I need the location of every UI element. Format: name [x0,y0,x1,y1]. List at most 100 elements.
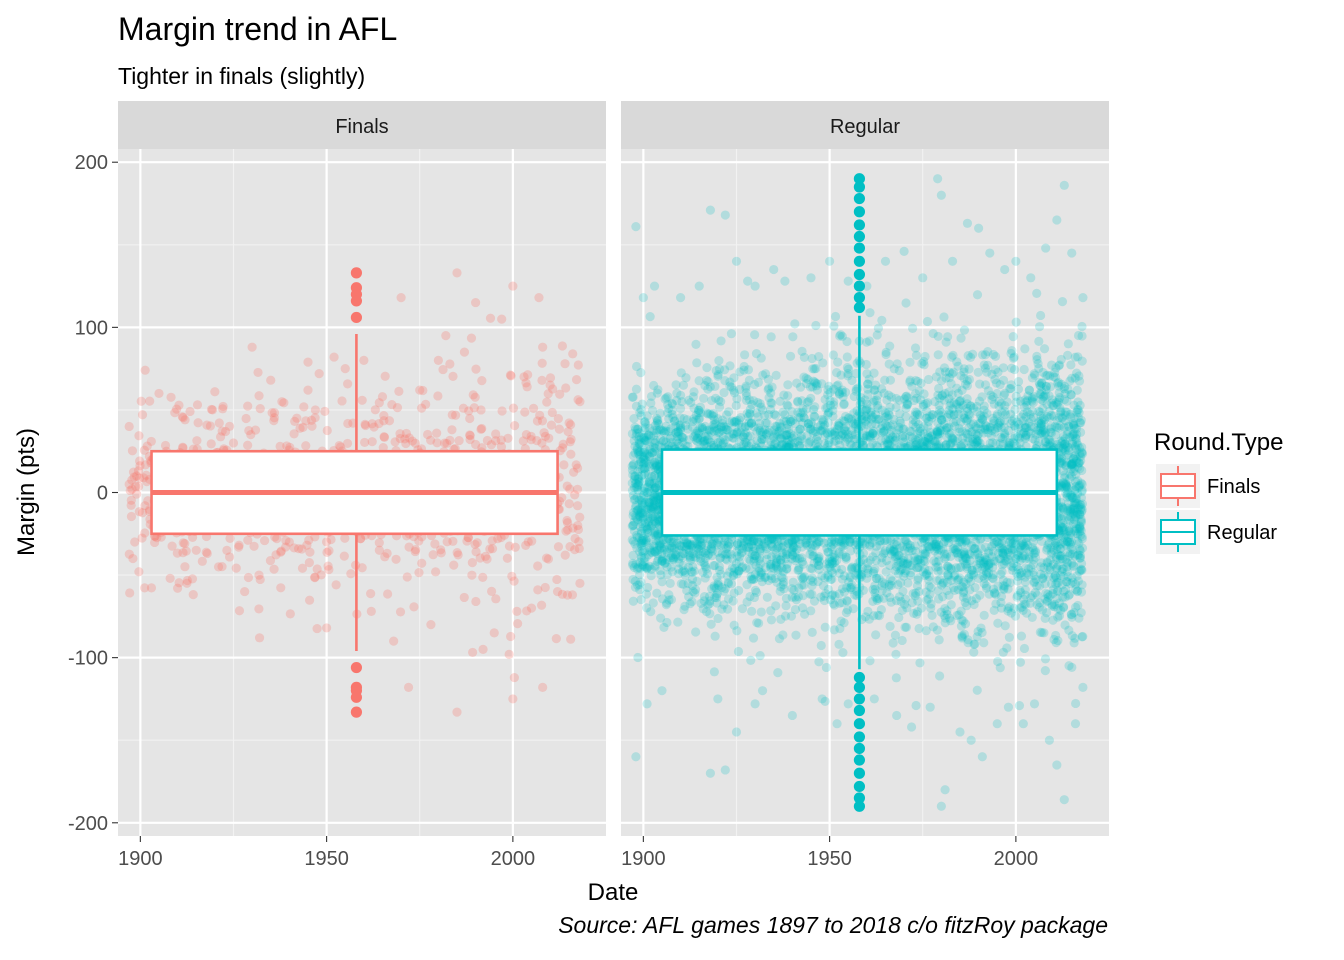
scatter-point [542,397,552,407]
scatter-point [936,801,946,811]
scatter-point [304,535,314,545]
scatter-point [757,686,768,696]
scatter-point [265,555,276,566]
scatter-point [293,544,304,554]
scatter-point [467,558,477,568]
scatter-point [228,438,239,448]
scatter-point [962,218,973,228]
scatter-point [788,332,798,342]
scatter-point [538,682,548,692]
scatter-point [137,410,148,420]
scatter-point [510,542,520,552]
scatter-point [469,403,479,413]
scatter-point [436,548,446,558]
scatter-point [128,467,139,477]
scatter-point [132,489,142,499]
scatter-point [259,535,270,546]
scatter-point [482,435,492,446]
scatter-point [466,333,477,343]
scatter-point [523,370,533,380]
scatter-point [410,546,420,557]
scatter-point [269,564,279,574]
scatter-point [129,472,139,482]
scatter-point [172,404,182,414]
scatter-point [269,416,279,426]
scatter-point [781,601,791,611]
scatter-point [1026,273,1036,283]
scatter-point [137,533,147,543]
y-tick-label: -200 [68,813,108,835]
scatter-point [205,421,215,431]
scatter-point [374,545,384,555]
scatter-point [127,484,137,494]
scatter-point [331,580,341,590]
scatter-point [570,490,580,500]
scatter-point [506,371,516,381]
scatter-point [452,707,462,717]
scatter-point [346,569,356,579]
scatter-point [255,403,265,414]
scatter-point [178,442,188,452]
scatter-point [215,432,226,442]
scatter-point [417,558,427,568]
scatter-point [436,545,446,555]
scatter-point [379,432,389,442]
scatter-point [1040,654,1051,664]
scatter-point [146,436,156,447]
scatter-point [279,398,289,408]
scatter-point [807,353,817,364]
scatter-point [521,540,531,551]
scatter-point [304,558,314,568]
scatter-point [337,396,347,406]
scatter-point [491,429,501,439]
scatter-point [508,281,518,291]
scatter-point [374,538,384,548]
scatter-point [281,542,291,552]
scatter-point [573,360,583,370]
scatter-point [360,419,370,429]
scatter-point [302,540,312,550]
scatter-point [126,495,136,505]
scatter-point [785,351,796,361]
scatter-point [1016,631,1027,641]
scatter-point [367,437,377,447]
scatter-point [504,541,515,551]
scatter-point [222,545,232,555]
scatter-point [1059,795,1069,805]
scatter-point [1032,288,1042,298]
scatter-point [489,628,499,638]
scatter-point [1029,699,1040,709]
scatter-point [496,532,506,543]
scatter-point [133,466,144,476]
legend-title: Round.Type [1154,429,1283,456]
scatter-point [880,256,891,266]
scatter-point [705,768,716,778]
scatter-point [271,550,281,560]
scatter-point [202,548,212,559]
scatter-point [410,438,421,448]
scatter-point [187,574,198,584]
scatter-point [865,308,875,318]
scatter-point [146,583,157,593]
scatter-point [377,392,388,402]
scatter-point [477,423,487,434]
scatter-point [355,534,366,544]
scatter-point [217,562,227,572]
scatter-point [823,385,833,395]
scatter-point [966,735,976,745]
scatter-point [1018,719,1028,729]
scatter-point [152,533,162,543]
scatter-point [573,524,584,535]
scatter-point [898,586,908,596]
scatter-point [523,537,533,547]
scatter-point [557,492,567,503]
scatter-point [527,536,537,546]
scatter-point [135,461,145,471]
scatter-point [289,543,299,553]
scatter-point [125,588,135,598]
scatter-point [922,316,933,327]
scatter-point [316,570,326,580]
scatter-point [166,392,176,402]
scatter-point [559,460,569,470]
